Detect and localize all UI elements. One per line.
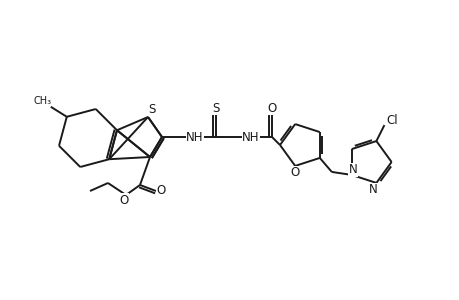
Text: S: S <box>148 103 155 116</box>
Text: O: O <box>290 167 299 179</box>
Text: NH: NH <box>186 130 203 143</box>
Text: NH: NH <box>242 130 259 143</box>
Text: S: S <box>212 101 219 115</box>
Text: O: O <box>267 101 276 115</box>
Text: O: O <box>119 194 129 206</box>
Text: Cl: Cl <box>386 114 397 127</box>
Text: CH₃: CH₃ <box>34 96 52 106</box>
Text: N: N <box>368 183 377 196</box>
Text: N: N <box>347 164 356 176</box>
Text: O: O <box>156 184 165 197</box>
